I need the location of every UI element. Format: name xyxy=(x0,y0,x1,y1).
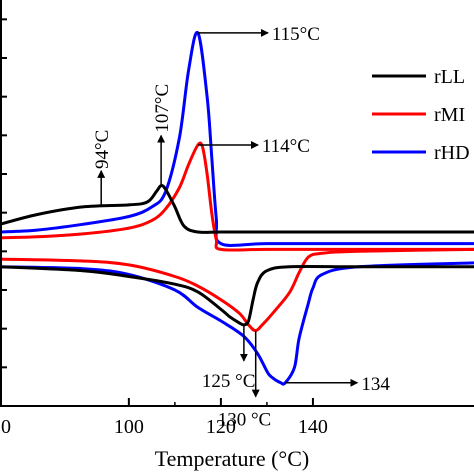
annotation-114: 114°C xyxy=(262,136,310,157)
annotation-125: 125 °C xyxy=(202,371,256,392)
plot-area xyxy=(0,30,474,386)
series-line-1 xyxy=(0,141,474,252)
legend-label: rMI xyxy=(434,104,465,126)
annotation-130: 130 °C xyxy=(218,410,272,431)
x-tick-label: 140 xyxy=(298,416,328,438)
peak-annotations: 115°C 114°C 107°C 94°C 125 °C 130 °C 134 xyxy=(92,24,390,431)
x-axis-label: Temperature (°C) xyxy=(155,446,309,471)
series-line-2 xyxy=(0,184,474,234)
annotation-94: 94°C xyxy=(92,130,113,169)
legend: rLL rMI rHD xyxy=(372,66,470,164)
legend-label: rLL xyxy=(434,66,465,88)
series-line-0 xyxy=(0,30,474,247)
annotation-134: 134 xyxy=(361,374,390,395)
annotation-115: 115°C xyxy=(272,24,320,45)
series-line-3 xyxy=(0,261,474,386)
series-line-4 xyxy=(0,247,474,333)
axes-frame xyxy=(0,0,474,407)
annotation-107: 107°C xyxy=(152,84,173,133)
series-line-5 xyxy=(0,265,474,327)
x-tick-label: 120 xyxy=(206,416,236,438)
x-tick-label: 0 xyxy=(1,416,11,438)
axis-ticks: 100 120 140 0 xyxy=(0,18,328,438)
legend-label: rHD xyxy=(434,142,470,164)
x-tick-label: 100 xyxy=(114,416,144,438)
